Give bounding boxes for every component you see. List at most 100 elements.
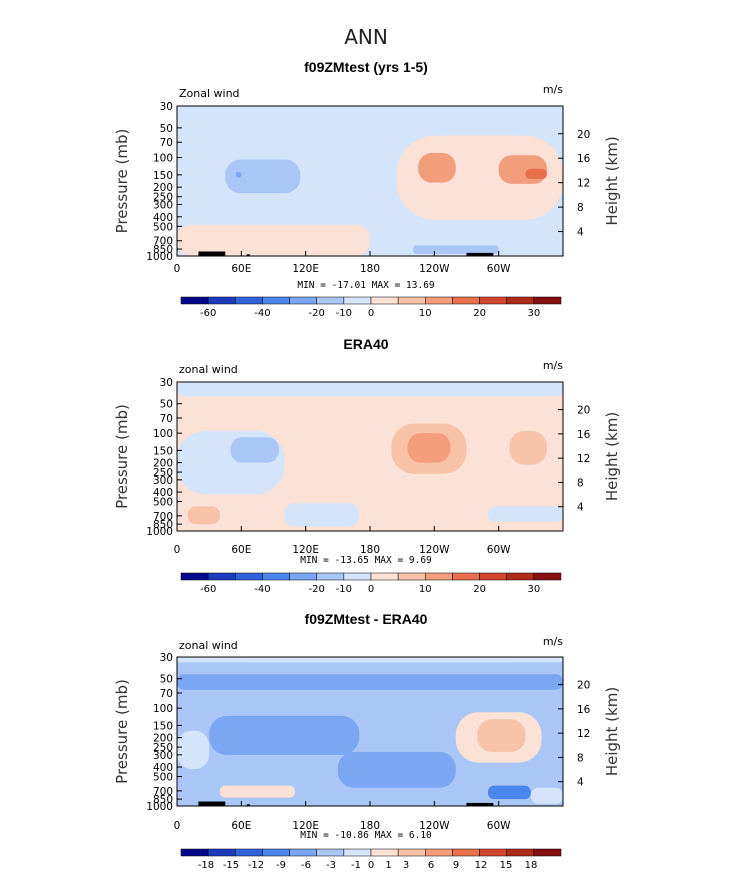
contour-region xyxy=(525,168,547,179)
panel-title: f09ZMtest (yrs 1-5) xyxy=(304,59,428,75)
contour-region xyxy=(487,785,531,800)
colorbar-label: -15 xyxy=(223,860,239,871)
colorbar-label: -60 xyxy=(200,308,216,319)
y-tick-label: 1000 xyxy=(146,801,173,813)
colorbar-label: 0 xyxy=(368,860,374,871)
colorbar-label: 10 xyxy=(419,308,432,319)
y2-tick-label: 12 xyxy=(577,728,590,740)
colorbar-label: -20 xyxy=(309,584,325,595)
y2-tick-label: 12 xyxy=(577,453,590,465)
y-tick-label: 400 xyxy=(153,762,173,774)
colorbar-label: 6 xyxy=(428,860,434,871)
x-tick-label: 180 xyxy=(360,820,380,832)
y-tick-label: 50 xyxy=(160,399,173,411)
contour-field xyxy=(177,106,563,256)
colorbar-label: -10 xyxy=(336,584,352,595)
colorbar-box xyxy=(533,848,562,857)
colorbar-box xyxy=(262,572,290,581)
colorbar-box xyxy=(425,296,453,305)
x-tick-label: 120E xyxy=(292,263,319,275)
colorbar-label: 12 xyxy=(475,860,488,871)
contour-region xyxy=(177,674,563,690)
x-tick-label: 60E xyxy=(231,544,251,556)
y2-tick-label: 8 xyxy=(577,477,584,489)
colorbar-label: 10 xyxy=(419,584,432,595)
y2-tick-label: 20 xyxy=(577,405,590,417)
colorbar-box xyxy=(343,572,372,581)
colorbar-box xyxy=(180,296,209,305)
colorbar-label: 18 xyxy=(525,860,538,871)
y2-tick-label: 20 xyxy=(577,129,590,141)
field-label: zonal wind xyxy=(179,363,238,376)
colorbar-box xyxy=(289,848,317,857)
y-tick-label: 100 xyxy=(153,428,173,440)
colorbar-box xyxy=(316,848,345,857)
colorbar-box xyxy=(425,848,453,857)
y-tick-label: 250 xyxy=(153,467,173,479)
min-max-label: MIN = -13.65 MAX = 9.69 xyxy=(300,555,432,566)
colorbar-label: 20 xyxy=(473,584,486,595)
colorbar-label: -40 xyxy=(254,308,270,319)
y-tick-label: 100 xyxy=(153,703,173,715)
colorbar-label: 0 xyxy=(368,308,374,319)
colorbar-label: 0 xyxy=(368,584,374,595)
colorbar-label: 30 xyxy=(527,308,540,319)
contour-region xyxy=(284,503,360,527)
y2-tick-label: 4 xyxy=(577,227,584,239)
colorbar-box xyxy=(180,848,209,857)
y2-tick-label: 4 xyxy=(577,502,584,514)
y2-axis-label: Height (km) xyxy=(603,412,621,501)
y-tick-label: 500 xyxy=(153,497,173,509)
y-tick-label: 700 xyxy=(153,786,173,798)
y-tick-label: 250 xyxy=(153,192,173,204)
y-tick-label: 1000 xyxy=(146,526,173,538)
x-tick-label: 120W xyxy=(419,544,450,556)
colorbar-box xyxy=(397,572,426,581)
y-tick-label: 850 xyxy=(153,244,173,256)
y2-tick-label: 8 xyxy=(577,202,584,214)
x-tick-label: 0 xyxy=(174,544,181,556)
contour-region xyxy=(177,657,563,663)
colorbar-box xyxy=(506,572,535,581)
contour-field xyxy=(177,657,563,806)
x-tick-label: 120E xyxy=(292,820,319,832)
x-tick-label: 60W xyxy=(487,820,511,832)
main-title: ANN xyxy=(344,25,388,49)
colorbar-label: 3 xyxy=(403,860,409,871)
colorbar-label: -60 xyxy=(200,584,216,595)
x-tick-label: 60W xyxy=(487,544,511,556)
y-tick-label: 30 xyxy=(160,652,173,664)
y2-axis-label: Height (km) xyxy=(603,687,621,776)
y-tick-label: 150 xyxy=(153,720,173,732)
topography-mask xyxy=(198,251,226,256)
y-tick-label: 30 xyxy=(160,101,173,113)
colorbar-box xyxy=(180,572,209,581)
panel-title: ERA40 xyxy=(343,336,388,352)
colorbar-box xyxy=(343,296,372,305)
y2-axis-label: Height (km) xyxy=(603,136,621,225)
y-tick-label: 200 xyxy=(153,458,173,470)
y-tick-label: 300 xyxy=(153,750,173,762)
colorbar-box xyxy=(289,572,317,581)
y-tick-label: 700 xyxy=(153,511,173,523)
colorbar-box xyxy=(207,572,236,581)
contour-region xyxy=(487,506,563,522)
topography-mask xyxy=(466,252,494,256)
colorbar-box xyxy=(235,848,263,857)
colorbar-label: -9 xyxy=(276,860,286,871)
y-tick-label: 1000 xyxy=(146,251,173,263)
y-tick-label: 70 xyxy=(160,137,173,149)
contour-region xyxy=(225,159,301,194)
y-tick-label: 850 xyxy=(153,519,173,531)
y-tick-label: 400 xyxy=(153,487,173,499)
y-axis-label: Pressure (mb) xyxy=(113,679,131,784)
contour-region xyxy=(407,433,451,463)
contour-region xyxy=(418,152,456,183)
contour-field xyxy=(177,382,563,531)
panel-1: f09ZMtest (yrs 1-5) Zonal wind m/s 30 50 70 10… xyxy=(113,59,621,319)
contour-region xyxy=(230,437,279,463)
y-tick-label: 250 xyxy=(153,742,173,754)
colorbar-box xyxy=(370,848,399,857)
topography-mask xyxy=(246,254,250,256)
